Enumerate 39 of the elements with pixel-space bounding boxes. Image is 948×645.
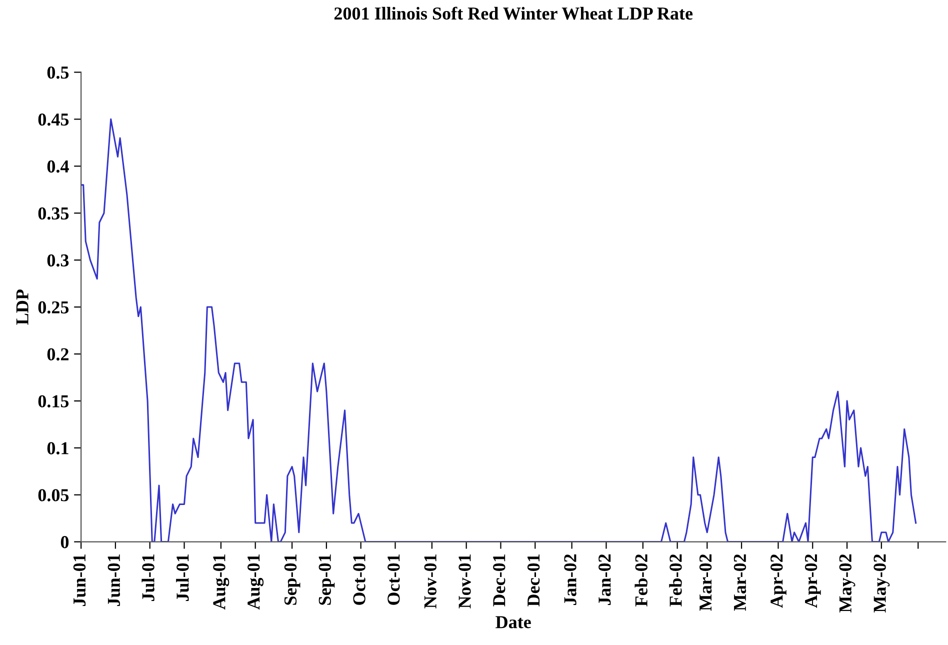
x-tick-label: Nov-01 <box>458 554 471 608</box>
y-tick-label: 0 <box>60 536 69 548</box>
y-tick-label: 0.45 <box>38 113 69 126</box>
y-axis-title: LDP <box>16 289 28 325</box>
y-tick-label: 0.5 <box>47 66 69 79</box>
y-tick-label: 0.25 <box>38 301 69 314</box>
x-tick-label: May-02 <box>839 554 856 612</box>
x-tick-label: Mar-02 <box>734 554 746 611</box>
x-tick-label: Apr-02 <box>804 554 821 608</box>
x-tick-label: Jul-01 <box>176 554 189 601</box>
x-tick-label: May-02 <box>874 554 890 612</box>
y-tick-label: 0.05 <box>38 489 69 502</box>
x-tick-label: Aug-01 <box>248 554 264 610</box>
x-tick-label: Apr-02 <box>770 554 786 608</box>
x-tick-label: Jun-01 <box>108 554 120 606</box>
x-tick-label: Jan-02 <box>598 554 611 605</box>
x-tick-label: Jan-02 <box>564 554 576 605</box>
x-tick-label: Oct-01 <box>388 554 400 605</box>
x-tick-label: Jun-01 <box>73 554 86 606</box>
x-tick-label: Sep-01 <box>284 554 300 605</box>
chart-title: 2001 Illinois Soft Red Winter Wheat LDP Rate <box>334 6 693 20</box>
x-tick-label: Oct-01 <box>353 554 366 605</box>
line-series <box>81 118 917 542</box>
y-tick-label: 0.4 <box>47 160 69 173</box>
x-axis-title: Date <box>496 616 531 628</box>
y-tick-label: 0.3 <box>47 254 69 267</box>
x-tick-label: Mar-02 <box>699 554 712 611</box>
x-tick-label: Dec-01 <box>527 554 540 606</box>
y-tick-label: 0.2 <box>47 348 68 360</box>
x-tick-label: Sep-01 <box>318 554 335 605</box>
y-tick-label: 0.35 <box>38 207 69 220</box>
x-tick-label: Nov-01 <box>424 554 436 608</box>
x-tick-label: Jul-01 <box>142 554 154 601</box>
y-tick-label: 0.15 <box>38 395 69 408</box>
x-tick-label: Aug-01 <box>213 554 230 610</box>
x-tick-label: Dec-01 <box>493 554 506 606</box>
x-tick-label: Feb-02 <box>669 554 682 606</box>
x-tick-label: Feb-02 <box>634 554 648 606</box>
y-tick-label: 0.1 <box>47 442 68 454</box>
